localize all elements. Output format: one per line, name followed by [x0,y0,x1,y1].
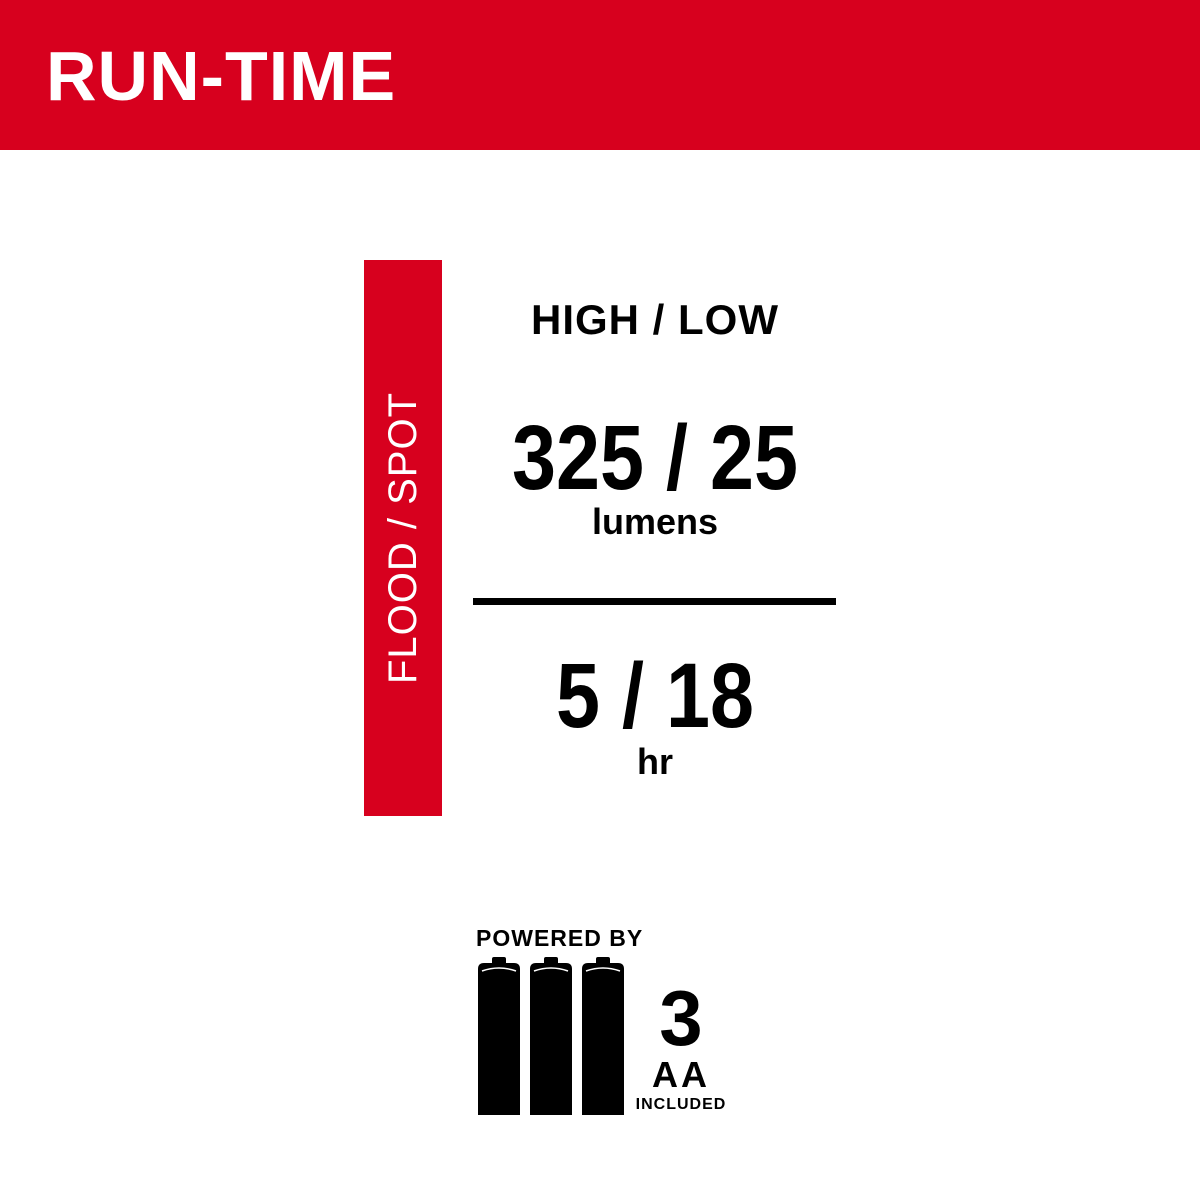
lumens-value: 325 / 25 [512,407,798,509]
page-title: RUN-TIME [46,37,397,115]
side-label-bar: FLOOD / SPOT [364,260,442,816]
lumens-unit: lumens [591,501,719,542]
three-aa-batteries-icon [478,957,624,1115]
battery-included-note: INCLUDED [635,1096,727,1113]
battery-count: 3 [659,974,703,1062]
mode-label: HIGH / LOW [531,296,779,343]
runtime-unit: hr [637,741,673,782]
divider [473,598,836,605]
battery-type: AA [652,1054,710,1095]
runtime-value: 5 / 18 [556,645,754,747]
powered-by-label: POWERED BY [476,925,644,951]
header-banner: RUN-TIME [0,0,1200,150]
beam-mode-label: FLOOD / SPOT [381,391,425,685]
